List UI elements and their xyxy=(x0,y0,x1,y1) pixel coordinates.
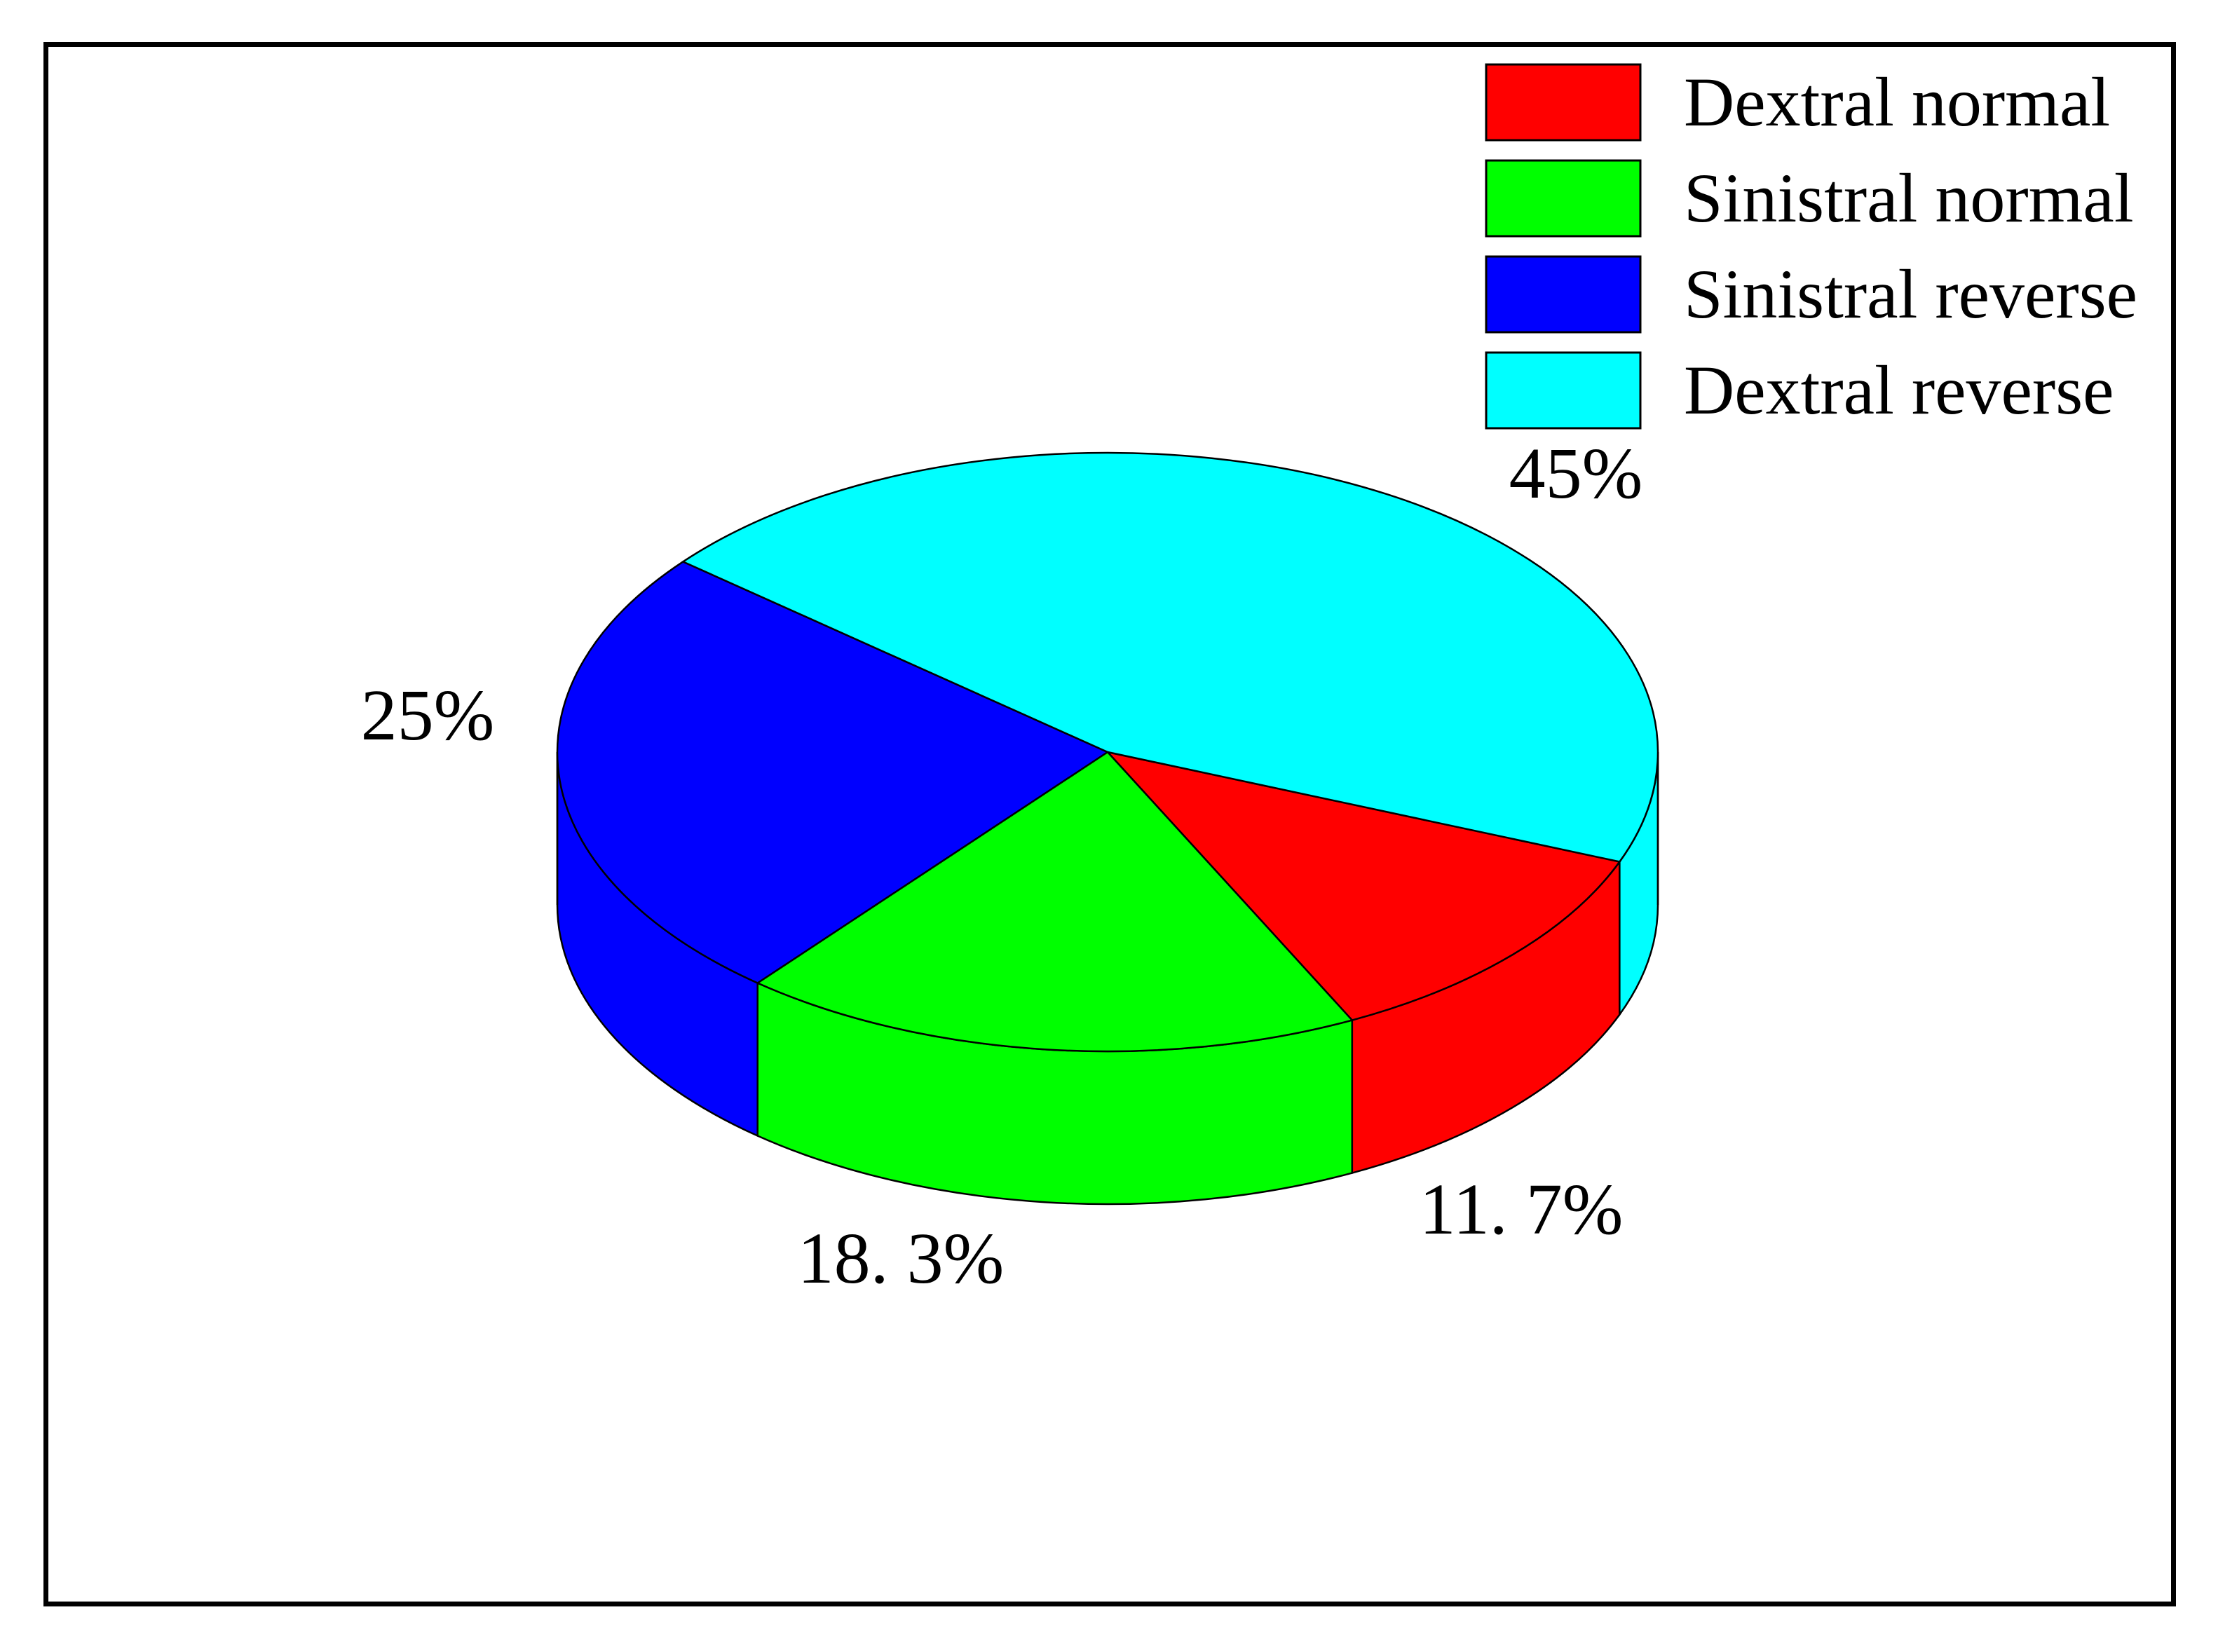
pie-sides xyxy=(556,751,1659,1206)
legend-swatch-sinistral-reverse xyxy=(1485,255,1642,334)
legend-swatch-dextral-reverse xyxy=(1485,351,1642,430)
pie-tops xyxy=(556,451,1659,1053)
legend-label-dextral-reverse: Dextral reverse xyxy=(1684,351,2114,429)
legend-swatch-sinistral-normal xyxy=(1485,159,1642,238)
legend-label-sinistral-normal: Sinistral normal xyxy=(1684,159,2134,237)
legend-swatch-dextral-normal xyxy=(1485,63,1642,142)
legend: Dextral normal Sinistral normal Sinistral … xyxy=(1485,63,2137,430)
pie-slice-dextral-reverse xyxy=(681,451,1659,863)
slice-label-dextral-normal: 11. 7% xyxy=(1420,1169,1624,1250)
slice-label-sinistral-reverse: 25% xyxy=(361,675,495,756)
pie-slice-dextral-normal xyxy=(1105,750,1621,1021)
pie-slice-sinistral-normal xyxy=(756,751,1354,1053)
legend-label-dextral-normal: Dextral normal xyxy=(1684,63,2110,141)
slice-label-dextral-reverse: 45% xyxy=(1509,433,1643,514)
legend-label-sinistral-reverse: Sinistral reverse xyxy=(1684,255,2137,333)
pie-labels: 11. 7% 18. 3% 25% 45% xyxy=(361,433,1643,1299)
pie-slice-sinistral-reverse xyxy=(556,560,1110,984)
slice-label-sinistral-normal: 18. 3% xyxy=(798,1218,1005,1299)
